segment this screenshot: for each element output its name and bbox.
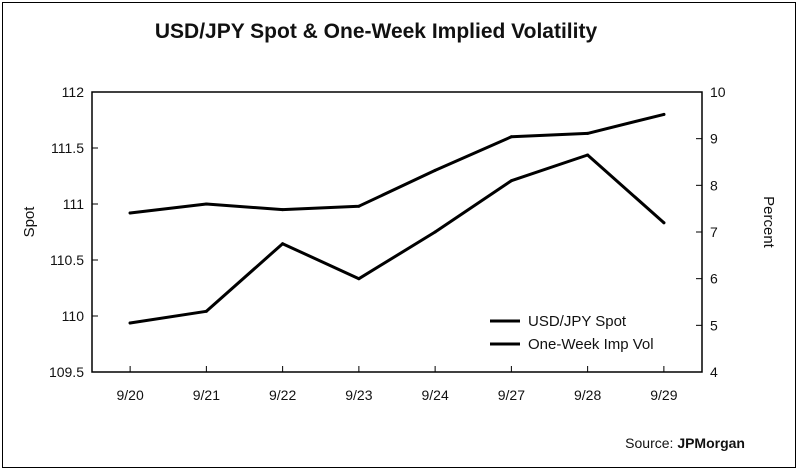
vol-point <box>433 230 437 234</box>
source-note: Source: JPMorgan <box>625 435 745 451</box>
x-tick-label: 9/28 <box>574 387 601 403</box>
x-axis: 9/20 9/21 9/22 9/23 9/24 9/27 9/28 9/29 <box>117 366 678 403</box>
left-tick-label: 112 <box>62 84 85 100</box>
x-tick-label: 9/21 <box>193 387 220 403</box>
left-tick-label: 111.5 <box>51 140 84 156</box>
source-brand: JPMorgan <box>677 435 745 451</box>
legend-label-spot: USD/JPY Spot <box>528 313 627 330</box>
right-tick-label: 8 <box>710 177 718 193</box>
left-tick-label: 111 <box>63 196 84 212</box>
series-line-vol <box>128 153 666 325</box>
legend-label-vol: One-Week Imp Vol <box>528 336 654 353</box>
x-tick-label: 9/24 <box>422 387 449 403</box>
vol-point <box>662 221 666 225</box>
right-tick-label: 7 <box>710 224 718 240</box>
legend: USD/JPY Spot One-Week Imp Vol <box>490 313 654 353</box>
left-tick-label: 110 <box>62 308 85 324</box>
x-tick-label: 9/29 <box>650 387 677 403</box>
x-tick-label: 9/20 <box>117 387 144 403</box>
source-prefix: Source: <box>625 435 677 451</box>
x-tick-label: 9/22 <box>269 387 296 403</box>
spot-point <box>128 211 132 215</box>
right-tick-label: 10 <box>710 84 726 100</box>
series-lines <box>128 112 666 325</box>
left-y-axis: 109.5 110 110.5 111 111.5 112 <box>49 84 98 380</box>
plot-area <box>91 91 703 373</box>
right-tick-label: 5 <box>710 317 718 333</box>
right-tick-label: 9 <box>710 131 718 147</box>
vol-point <box>204 309 208 313</box>
chart-title: USD/JPY Spot & One-Week Implied Volatili… <box>155 20 598 43</box>
spot-point <box>204 202 208 206</box>
vol-point <box>509 179 513 183</box>
spot-point <box>357 204 361 208</box>
left-tick-label: 110.5 <box>50 252 84 268</box>
spot-point <box>586 131 590 135</box>
spot-point <box>281 208 285 212</box>
series-line-spot <box>128 112 666 215</box>
spot-point <box>662 112 666 116</box>
x-tick-label: 9/27 <box>498 387 525 403</box>
spot-point <box>433 168 437 172</box>
x-tick-label: 9/23 <box>345 387 372 403</box>
right-tick-label: 4 <box>710 364 718 380</box>
vol-point <box>586 153 590 157</box>
spot-point <box>509 135 513 139</box>
vol-point <box>357 277 361 281</box>
left-axis-label: Spot <box>21 206 38 238</box>
right-y-axis: 4 5 6 7 8 9 10 <box>696 84 726 380</box>
right-tick-label: 6 <box>710 271 718 287</box>
vol-point <box>128 321 132 325</box>
vol-point <box>281 242 285 246</box>
right-axis-label: Percent <box>760 196 777 249</box>
left-tick-label: 109.5 <box>49 364 84 380</box>
